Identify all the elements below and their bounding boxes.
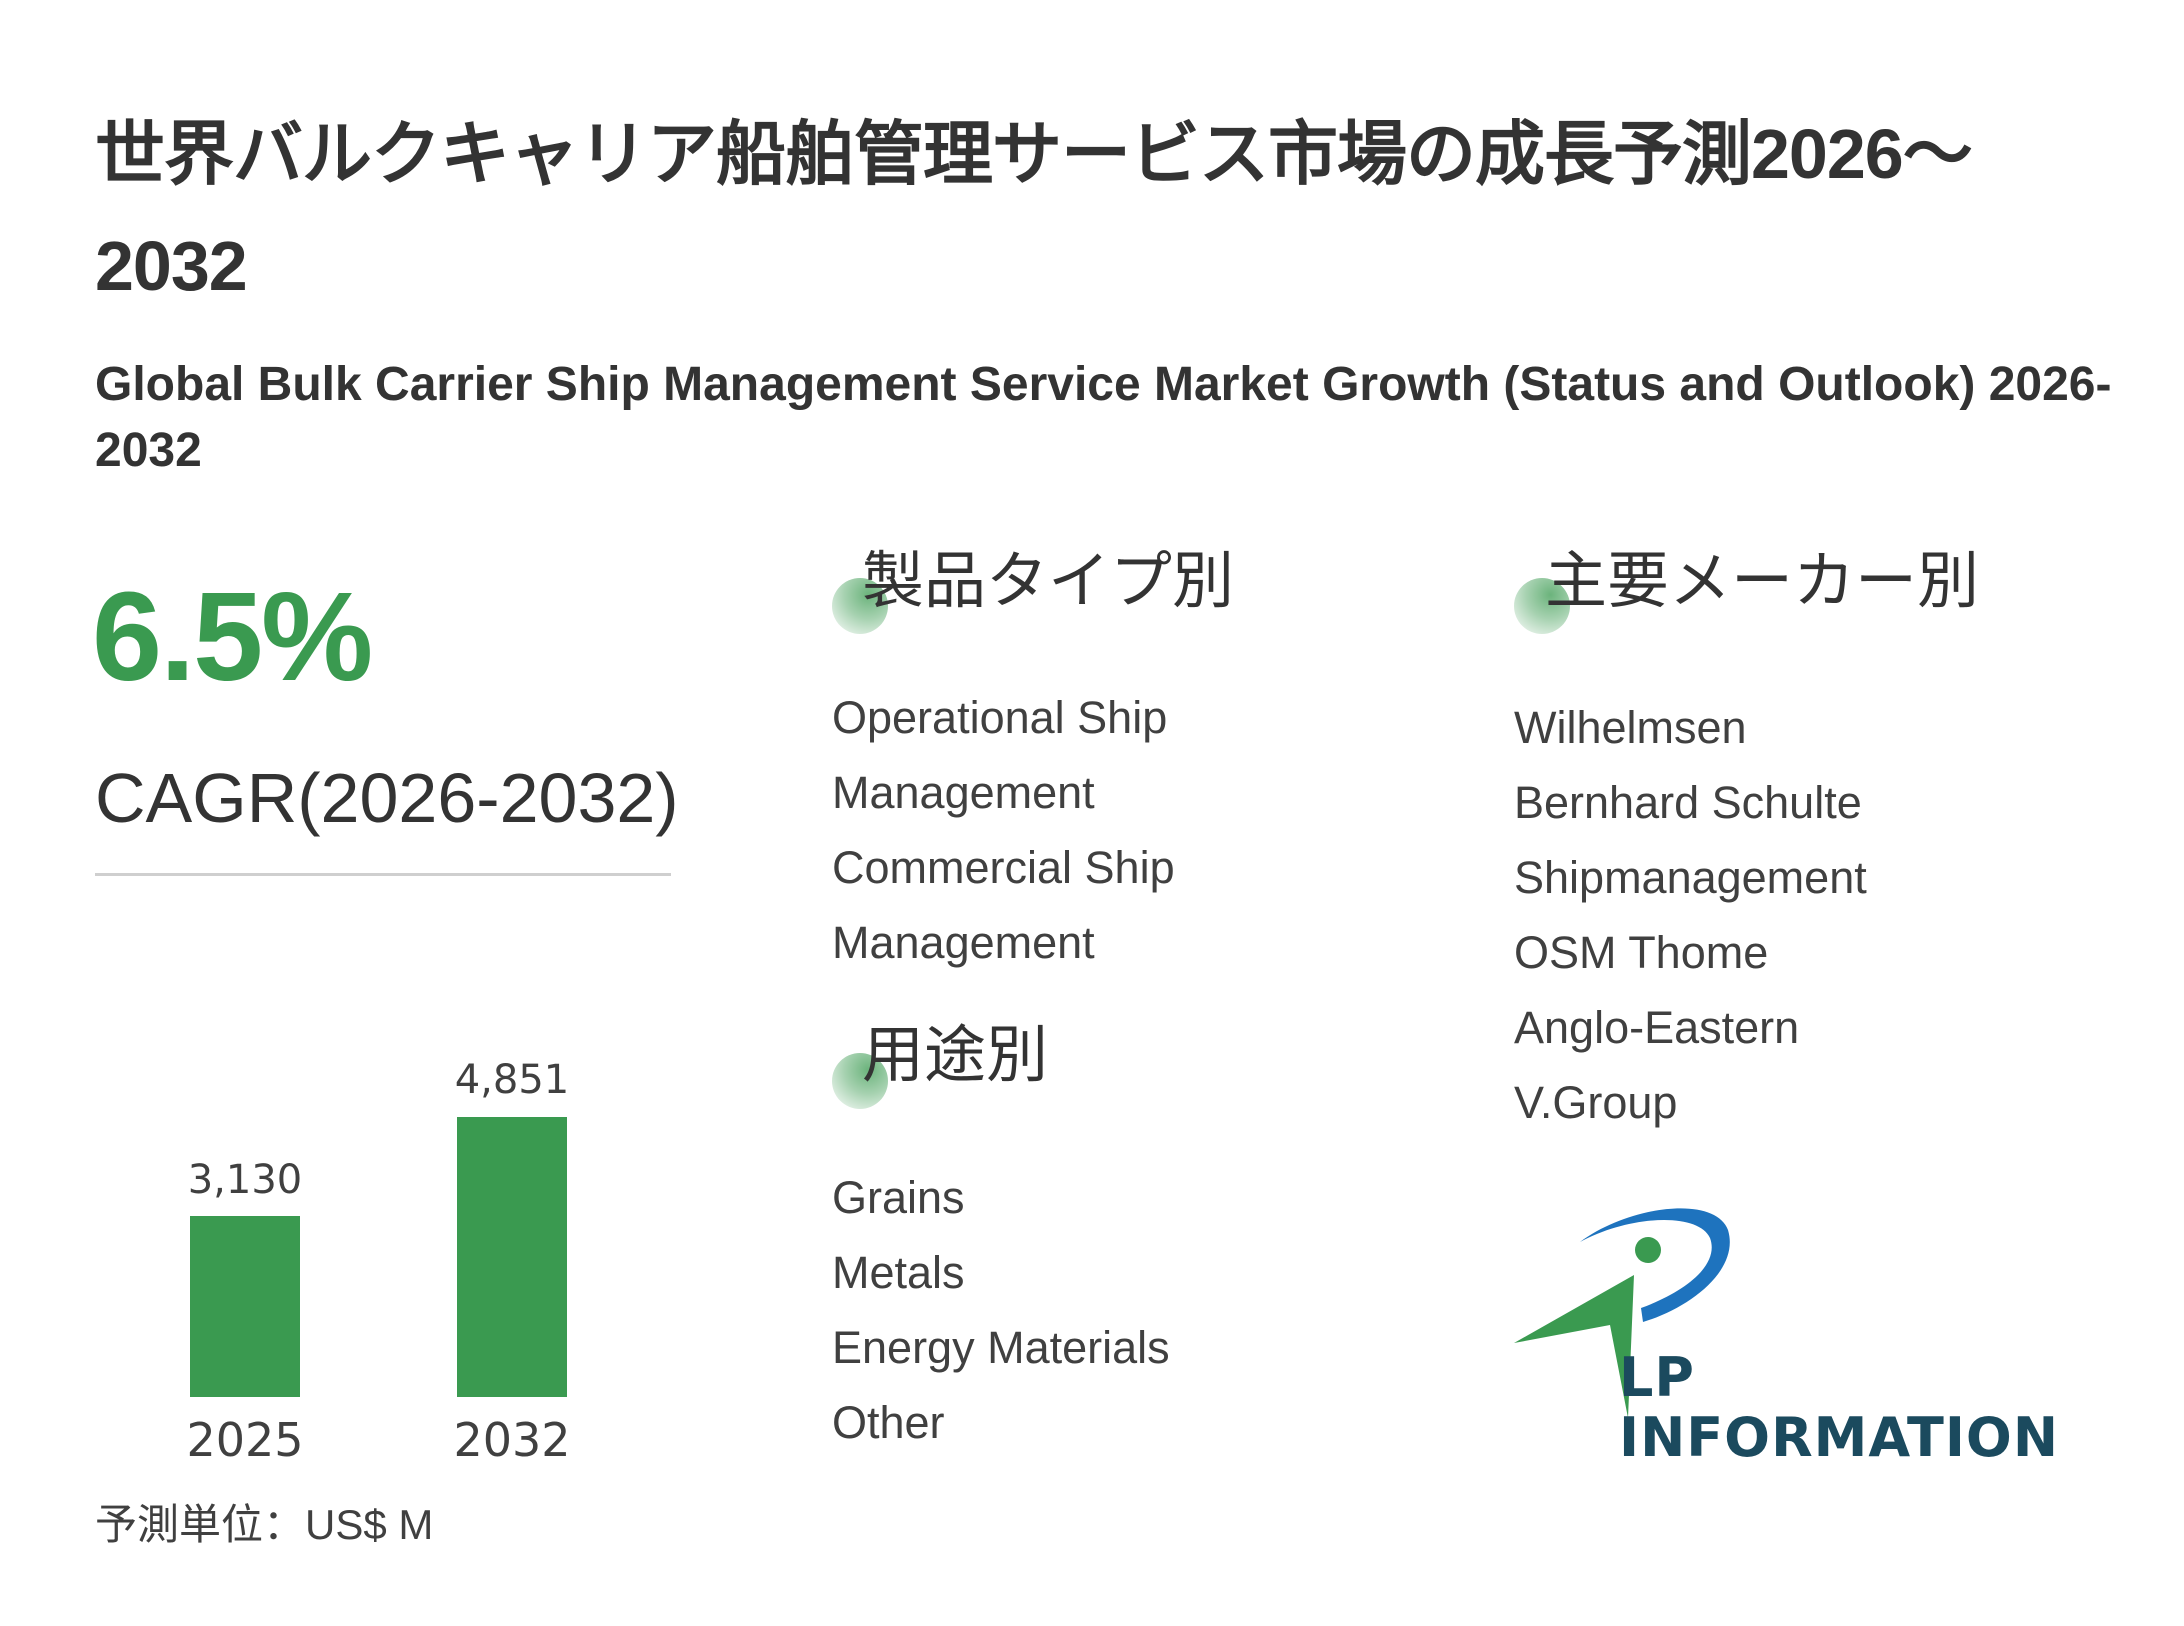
list-item: V.Group bbox=[1514, 1077, 1678, 1128]
bar-2032 bbox=[457, 1117, 567, 1397]
logo-mark-icon bbox=[1514, 1208, 1730, 1418]
list-item: Commercial Ship bbox=[832, 842, 1175, 893]
application-list: Grains Metals Energy Materials Other bbox=[832, 1160, 1170, 1460]
bar-2025 bbox=[190, 1216, 300, 1397]
list-item: Management bbox=[832, 917, 1095, 968]
section-heading-manufacturers: 主要メーカー別 bbox=[1545, 547, 1980, 616]
cagr-value: 6.5% bbox=[92, 566, 373, 707]
page-subtitle: Global Bulk Carrier Ship Management Serv… bbox=[95, 358, 2112, 477]
section-bullet-icon bbox=[1514, 578, 1570, 634]
list-item: Bernhard Schulte bbox=[1514, 777, 1862, 828]
bar-category-label: 2025 bbox=[186, 1413, 304, 1467]
list-item: Anglo-Eastern bbox=[1514, 1002, 1800, 1053]
list-item: Grains bbox=[832, 1172, 965, 1223]
page-title: 世界バルクキャリア船舶管理サービス市場の成長予測2026～2032 bbox=[95, 115, 1973, 305]
list-item: Energy Materials bbox=[832, 1322, 1170, 1373]
bar-category-label: 2032 bbox=[453, 1413, 571, 1467]
bar-value-label: 4,851 bbox=[454, 1057, 570, 1103]
list-item: Metals bbox=[832, 1247, 965, 1298]
product-type-list: Operational Ship Management Commercial S… bbox=[832, 680, 1175, 980]
list-item: Operational Ship bbox=[832, 692, 1168, 743]
list-item: Other bbox=[832, 1397, 945, 1448]
divider bbox=[95, 873, 671, 876]
section-bullet-icon bbox=[832, 1053, 888, 1109]
list-item: Shipmanagement bbox=[1514, 852, 1867, 903]
list-item: Management bbox=[832, 767, 1095, 818]
unit-label: 予測単位：US$ M bbox=[95, 1501, 434, 1548]
list-item: Wilhelmsen bbox=[1514, 702, 1747, 753]
list-item: OSM Thome bbox=[1514, 927, 1769, 978]
logo-text: LP INFORMATION bbox=[1619, 1346, 2060, 1469]
bar-value-label: 3,130 bbox=[187, 1157, 303, 1203]
cagr-label: CAGR(2026-2032) bbox=[95, 759, 679, 837]
lp-information-logo: LP INFORMATION bbox=[1500, 1190, 2140, 1468]
section-bullet-icon bbox=[832, 578, 888, 634]
bar-chart: 3,130 2025 4,851 2032 bbox=[0, 0, 700, 1626]
manufacturer-list: Wilhelmsen Bernhard Schulte Shipmanageme… bbox=[1514, 690, 1867, 1140]
section-heading-product-type: 製品タイプ別 bbox=[862, 547, 1235, 616]
section-heading-application: 用途別 bbox=[862, 1021, 1049, 1090]
